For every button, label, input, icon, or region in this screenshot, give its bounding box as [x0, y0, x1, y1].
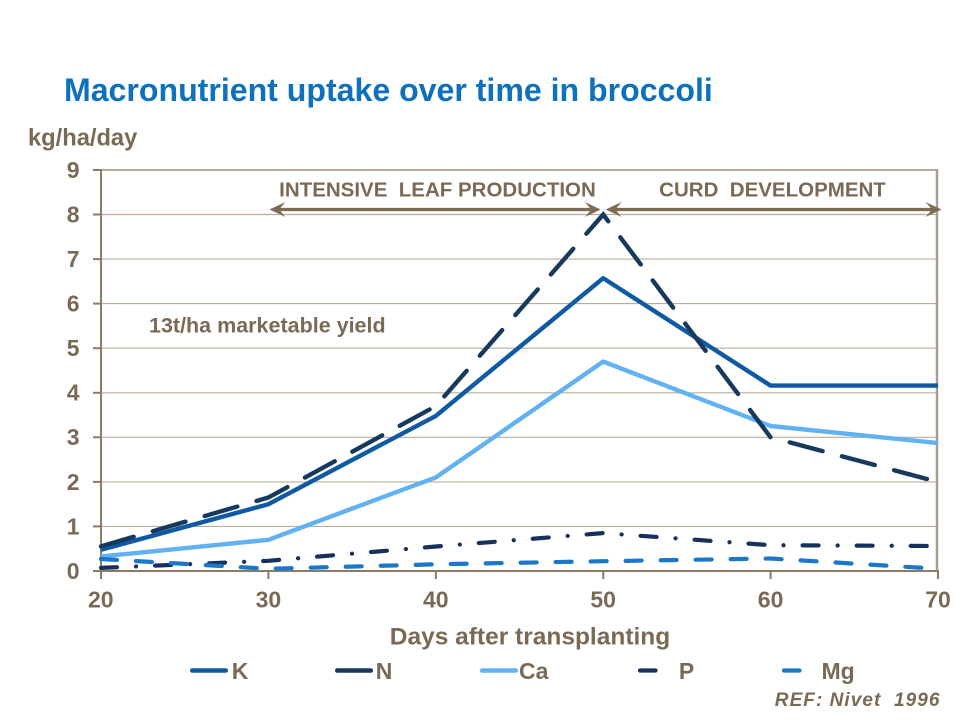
svg-text:3: 3 [67, 424, 80, 450]
svg-text:K: K [232, 658, 249, 684]
svg-text:Macronutrient uptake over time: Macronutrient uptake over time in brocco… [64, 72, 713, 108]
svg-text:N: N [376, 658, 393, 684]
svg-text:CURD DEVELOPMENT: CURD DEVELOPMENT [659, 178, 886, 201]
svg-text:8: 8 [67, 201, 80, 227]
svg-text:7: 7 [67, 246, 80, 272]
svg-text:Ca: Ca [519, 658, 549, 684]
svg-text:50: 50 [590, 587, 616, 613]
svg-text:9: 9 [67, 157, 80, 183]
svg-text:Mg: Mg [822, 658, 855, 684]
svg-text:kg/ha/day: kg/ha/day [28, 126, 138, 152]
svg-text:13t/ha marketable yield: 13t/ha marketable yield [149, 313, 386, 337]
svg-text:REF: Nivet 1996: REF: Nivet 1996 [775, 690, 941, 711]
svg-text:70: 70 [925, 587, 951, 613]
svg-text:1: 1 [67, 513, 80, 539]
svg-text:60: 60 [758, 587, 784, 613]
svg-text:INTENSIVE LEAF PRODUCTION: INTENSIVE LEAF PRODUCTION [279, 178, 596, 201]
svg-text:6: 6 [67, 291, 80, 317]
svg-text:P: P [679, 658, 694, 684]
svg-text:0: 0 [67, 558, 80, 584]
svg-text:30: 30 [256, 587, 282, 613]
svg-text:4: 4 [67, 380, 80, 406]
svg-text:2: 2 [67, 469, 80, 495]
svg-text:5: 5 [67, 335, 80, 361]
svg-text:40: 40 [423, 587, 449, 613]
svg-text:Days after transplanting: Days after transplanting [390, 624, 670, 651]
svg-text:20: 20 [88, 587, 114, 613]
